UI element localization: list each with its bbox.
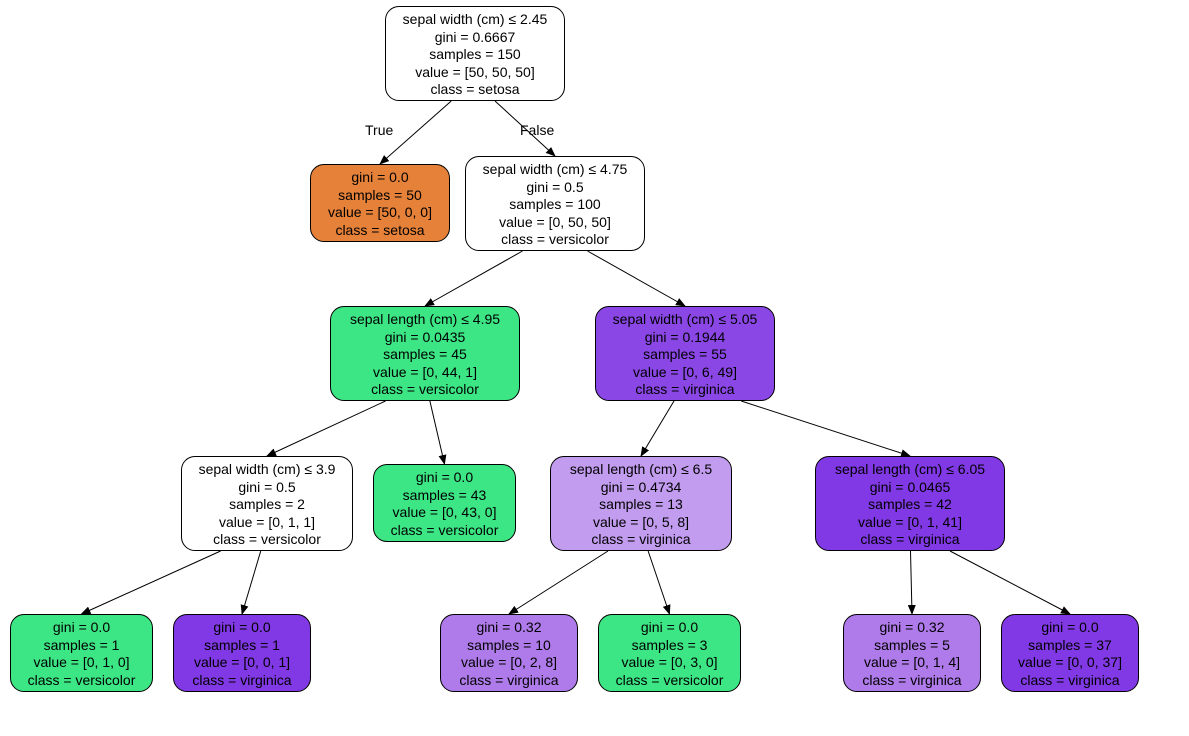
tree-node-n2: sepal width (cm) ≤ 4.75gini = 0.5samples… — [465, 156, 645, 251]
node-text-line: sepal width (cm) ≤ 5.05 — [604, 311, 766, 329]
node-text-line: samples = 5 — [852, 637, 972, 655]
node-text-line: value = [0, 1, 1] — [190, 514, 344, 532]
edge-n5-n9 — [82, 551, 221, 614]
node-text-line: sepal width (cm) ≤ 3.9 — [190, 461, 344, 479]
node-text-line: samples = 3 — [607, 637, 732, 655]
node-text-line: class = versicolor — [382, 522, 507, 540]
node-text-line: value = [0, 44, 1] — [339, 364, 511, 382]
edge-n8-n14 — [950, 551, 1070, 614]
node-text-line: samples = 43 — [382, 487, 507, 505]
node-text-line: samples = 13 — [559, 496, 723, 514]
tree-node-n4: sepal width (cm) ≤ 5.05gini = 0.1944samp… — [595, 306, 775, 401]
node-text-line: sepal width (cm) ≤ 2.45 — [394, 11, 556, 29]
node-text-line: class = versicolor — [474, 231, 636, 249]
node-text-line: samples = 37 — [1010, 637, 1130, 655]
node-text-line: gini = 0.32 — [852, 619, 972, 637]
node-text-line: value = [50, 0, 0] — [319, 204, 441, 222]
edge-label-false: False — [520, 122, 554, 138]
node-text-line: samples = 1 — [19, 637, 144, 655]
tree-node-n3: sepal length (cm) ≤ 4.95gini = 0.0435sam… — [330, 306, 520, 401]
node-text-line: gini = 0.0 — [319, 169, 441, 187]
node-text-line: samples = 1 — [182, 637, 302, 655]
node-text-line: class = versicolor — [607, 672, 732, 690]
node-text-line: gini = 0.5 — [474, 179, 636, 197]
node-text-line: value = [0, 50, 50] — [474, 214, 636, 232]
node-text-line: gini = 0.0 — [1010, 619, 1130, 637]
node-text-line: class = versicolor — [19, 672, 144, 690]
node-text-line: samples = 100 — [474, 196, 636, 214]
node-text-line: samples = 55 — [604, 346, 766, 364]
edge-n2-n4 — [588, 251, 686, 306]
node-text-line: class = virginica — [182, 672, 302, 690]
tree-node-n0: sepal width (cm) ≤ 2.45gini = 0.6667samp… — [385, 6, 565, 101]
node-text-line: value = [50, 50, 50] — [394, 64, 556, 82]
node-text-line: value = [0, 3, 0] — [607, 654, 732, 672]
node-text-line: class = virginica — [852, 672, 972, 690]
edge-n3-n5 — [267, 401, 386, 456]
node-text-line: gini = 0.0 — [607, 619, 732, 637]
node-text-line: sepal width (cm) ≤ 4.75 — [474, 161, 636, 179]
tree-node-n12: gini = 0.0samples = 3value = [0, 3, 0]cl… — [598, 614, 741, 692]
node-text-line: gini = 0.0465 — [824, 479, 996, 497]
tree-node-n8: sepal length (cm) ≤ 6.05gini = 0.0465sam… — [815, 456, 1005, 551]
tree-node-n1: gini = 0.0samples = 50value = [50, 0, 0]… — [310, 164, 450, 242]
node-text-line: class = virginica — [824, 531, 996, 549]
tree-node-n9: gini = 0.0samples = 1value = [0, 1, 0]cl… — [10, 614, 153, 692]
node-text-line: samples = 45 — [339, 346, 511, 364]
edge-n3-n6 — [430, 401, 445, 464]
node-text-line: gini = 0.0 — [382, 469, 507, 487]
node-text-line: samples = 42 — [824, 496, 996, 514]
node-text-line: value = [0, 1, 41] — [824, 514, 996, 532]
node-text-line: samples = 50 — [319, 187, 441, 205]
tree-node-n5: sepal width (cm) ≤ 3.9gini = 0.5samples … — [181, 456, 353, 551]
node-text-line: gini = 0.6667 — [394, 29, 556, 47]
node-text-line: samples = 2 — [190, 496, 344, 514]
edge-n7-n12 — [648, 551, 669, 614]
node-text-line: gini = 0.32 — [449, 619, 569, 637]
node-text-line: value = [0, 43, 0] — [382, 504, 507, 522]
edge-n5-n10 — [242, 551, 261, 614]
node-text-line: gini = 0.4734 — [559, 479, 723, 497]
node-text-line: class = versicolor — [339, 381, 511, 399]
edge-n4-n7 — [641, 401, 674, 456]
node-text-line: class = setosa — [394, 81, 556, 99]
node-text-line: class = versicolor — [190, 531, 344, 549]
tree-node-n14: gini = 0.0samples = 37value = [0, 0, 37]… — [1001, 614, 1139, 692]
node-text-line: gini = 0.0 — [182, 619, 302, 637]
node-text-line: class = virginica — [559, 531, 723, 549]
node-text-line: class = virginica — [604, 381, 766, 399]
node-text-line: value = [0, 5, 8] — [559, 514, 723, 532]
tree-node-n13: gini = 0.32samples = 5value = [0, 1, 4]c… — [843, 614, 981, 692]
edge-n7-n11 — [509, 551, 608, 614]
node-text-line: value = [0, 0, 1] — [182, 654, 302, 672]
node-text-line: gini = 0.1944 — [604, 329, 766, 347]
node-text-line: class = virginica — [1010, 672, 1130, 690]
node-text-line: value = [0, 0, 37] — [1010, 654, 1130, 672]
node-text-line: value = [0, 1, 0] — [19, 654, 144, 672]
node-text-line: samples = 10 — [449, 637, 569, 655]
node-text-line: value = [0, 6, 49] — [604, 364, 766, 382]
edge-label-true: True — [365, 122, 393, 138]
node-text-line: gini = 0.0 — [19, 619, 144, 637]
edge-n4-n8 — [741, 401, 910, 456]
node-text-line: value = [0, 1, 4] — [852, 654, 972, 672]
node-text-line: sepal length (cm) ≤ 6.5 — [559, 461, 723, 479]
node-text-line: class = virginica — [449, 672, 569, 690]
node-text-line: samples = 150 — [394, 46, 556, 64]
tree-node-n7: sepal length (cm) ≤ 6.5gini = 0.4734samp… — [550, 456, 732, 551]
tree-node-n6: gini = 0.0samples = 43value = [0, 43, 0]… — [373, 464, 516, 542]
node-text-line: gini = 0.0435 — [339, 329, 511, 347]
edge-n8-n13 — [911, 551, 913, 614]
node-text-line: value = [0, 2, 8] — [449, 654, 569, 672]
tree-node-n11: gini = 0.32samples = 10value = [0, 2, 8]… — [440, 614, 578, 692]
tree-node-n10: gini = 0.0samples = 1value = [0, 0, 1]cl… — [173, 614, 311, 692]
node-text-line: sepal length (cm) ≤ 6.05 — [824, 461, 996, 479]
node-text-line: class = setosa — [319, 222, 441, 240]
edge-n2-n3 — [425, 251, 523, 306]
node-text-line: gini = 0.5 — [190, 479, 344, 497]
node-text-line: sepal length (cm) ≤ 4.95 — [339, 311, 511, 329]
